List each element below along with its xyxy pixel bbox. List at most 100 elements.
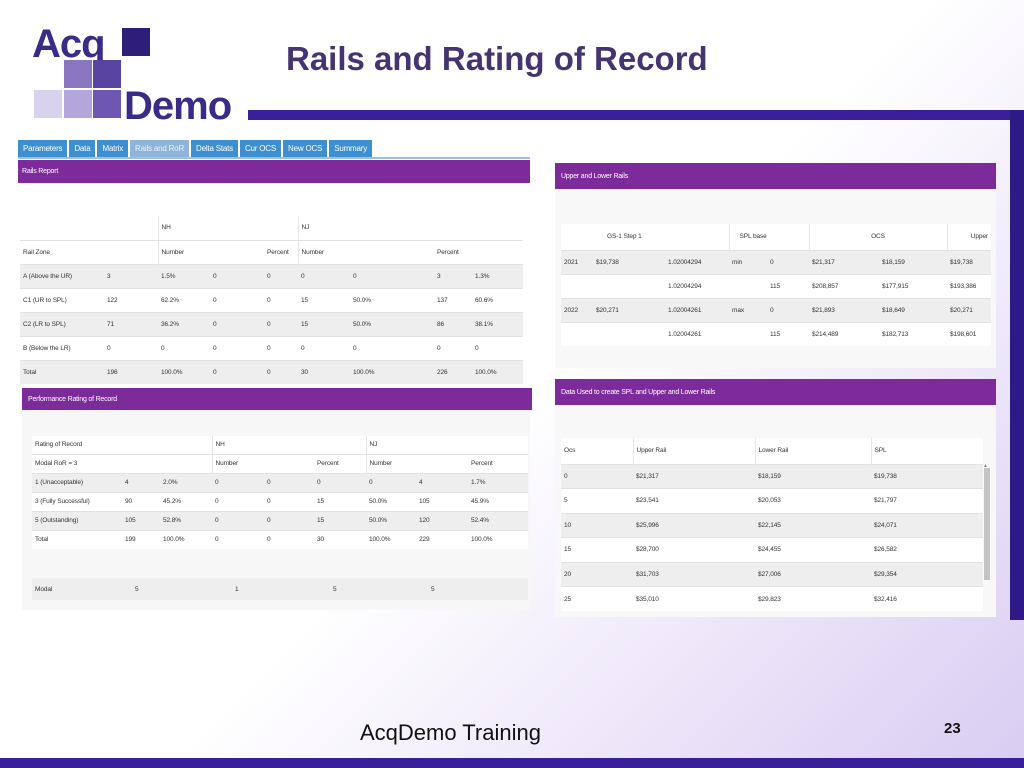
- table-cell: 5: [431, 585, 435, 593]
- tab-bar: Parameters Data Matrix Rails and RoR Del…: [18, 140, 374, 158]
- table-row: 2022 $20,271 1.02004261 max 0 $21,893 $18,649 $…: [561, 297, 991, 322]
- table-cell: max: [729, 297, 767, 322]
- table-cell: 30: [298, 359, 350, 384]
- title-divider: [248, 110, 1024, 120]
- group-nh: NH: [211, 436, 366, 454]
- table-cell: 0: [210, 263, 264, 288]
- logo-square: [34, 90, 62, 118]
- logo-square: [64, 90, 92, 118]
- tab-delta-stats[interactable]: Delta Stats: [191, 140, 238, 158]
- table-row: 5 (Outstanding) 105 52.8% 0 0 15 50.0% 120 52.4%: [32, 510, 528, 530]
- rails-report-table: NH NJ Rail Zone Number Percent Number Pe…: [20, 216, 523, 384]
- upper-lower-header: Upper and Lower Rails: [555, 163, 996, 189]
- table-cell: 100.0%: [472, 359, 523, 384]
- table-cell: $25,996: [633, 512, 755, 538]
- table-cell: 1.5%: [158, 263, 210, 288]
- table-cell: Modal: [35, 585, 53, 593]
- table-cell: 3 (Fully Successful): [32, 491, 122, 511]
- col-spl-base: SPL base: [728, 224, 809, 250]
- table-cell: 1.7%: [468, 472, 528, 492]
- col-lower-rail: Lower Rail: [754, 438, 871, 464]
- table-cell: 0: [767, 249, 809, 274]
- tab-matrix[interactable]: Matrix: [97, 140, 129, 158]
- table-cell: 0: [350, 263, 434, 288]
- group-nh: NH: [157, 216, 298, 240]
- table-cell: $182,713: [879, 321, 947, 346]
- table-cell: 0: [210, 287, 264, 312]
- table-cell: 0: [212, 529, 264, 549]
- tab-cur-ocs[interactable]: Cur OCS: [239, 140, 282, 158]
- table-cell: 3: [104, 263, 158, 288]
- table-cell: [20, 216, 104, 240]
- table-cell: 50.0%: [350, 311, 434, 336]
- table-cell: $31,703: [633, 561, 755, 587]
- table-cell: [561, 321, 593, 346]
- table-cell: $21,317: [633, 463, 755, 489]
- table-cell: $32,416: [871, 586, 983, 611]
- table-row: Total 196 100.0% 0 0 30 100.0% 226 100.0%: [20, 359, 523, 384]
- scroll-up-icon[interactable]: ▲: [983, 463, 988, 469]
- table-row: 15 $28,700 $24,455 $26,582: [561, 537, 983, 562]
- table-cell: 115: [767, 321, 809, 346]
- table-cell: 20: [561, 561, 633, 587]
- table-cell: $29,823: [755, 586, 871, 611]
- table-cell: 1.02004261: [665, 321, 729, 346]
- table-cell: 0: [366, 472, 416, 492]
- table-row: 25 $35,010 $29,823 $32,416: [561, 586, 983, 611]
- logo-square: [64, 60, 92, 88]
- table-cell: 0: [210, 359, 264, 384]
- group-nj: NJ: [365, 436, 528, 454]
- table-cell: $19,738: [947, 249, 991, 274]
- table-cell: 1.3%: [472, 263, 523, 288]
- table-cell: min: [729, 249, 767, 274]
- table-cell: 15: [298, 311, 350, 336]
- table-cell: 0: [264, 491, 314, 511]
- table-cell: 1 (Unacceptable): [32, 472, 122, 492]
- tab-summary[interactable]: Summary: [329, 140, 373, 158]
- table-cell: $22,145: [755, 512, 871, 538]
- modal-table: Modal 5 1 5 5: [32, 578, 528, 600]
- col-gs1-step1: GS-1 Step 1: [607, 233, 642, 241]
- table-cell: 226: [434, 359, 472, 384]
- table-cell: 2022: [561, 297, 593, 322]
- right-accent-bar: [1010, 110, 1024, 620]
- table-cell: 36.2%: [158, 311, 210, 336]
- table-cell: $198,601: [947, 321, 991, 346]
- table-cell: 100.0%: [160, 529, 212, 549]
- table-cell: 2.0%: [160, 472, 212, 492]
- table-cell: [729, 321, 767, 346]
- col-percent: Percent: [264, 239, 298, 264]
- table-row: 1 (Unacceptable) 4 2.0% 0 0 0 0 4 1.7%: [32, 472, 528, 492]
- table-cell: 0: [264, 287, 298, 312]
- table-cell: 50.0%: [366, 491, 416, 511]
- table-cell: 0: [561, 463, 633, 489]
- table-cell: 0: [212, 510, 264, 530]
- table-cell: 0: [158, 335, 210, 360]
- table-cell: 4: [416, 472, 468, 492]
- table-cell: 0: [264, 510, 314, 530]
- table-cell: 5 (Outstanding): [32, 510, 122, 530]
- table-cell: Number: [365, 453, 468, 473]
- tab-new-ocs[interactable]: New OCS: [283, 140, 328, 158]
- vertical-scrollbar[interactable]: [984, 468, 990, 580]
- table-cell: 0: [264, 311, 298, 336]
- table-cell: C2 (LR to SPL): [20, 311, 104, 336]
- table-cell: $21,797: [871, 488, 983, 513]
- table-cell: 100.0%: [158, 359, 210, 384]
- modal-row: Modal 5 1 5 5: [32, 578, 528, 600]
- table-cell: $20,271: [947, 297, 991, 322]
- table-cell: 15: [314, 510, 366, 530]
- table-cell: 52.8%: [160, 510, 212, 530]
- table-cell: 120: [416, 510, 468, 530]
- tab-parameters[interactable]: Parameters: [18, 140, 68, 158]
- logo-acq-text: Acq: [32, 22, 106, 66]
- table-cell: 122: [104, 287, 158, 312]
- table-cell: $18,159: [879, 249, 947, 274]
- tab-strip: [18, 157, 530, 159]
- table-cell: 1.02004294: [665, 249, 729, 274]
- tab-data[interactable]: Data: [69, 140, 96, 158]
- tab-rails-and-ror[interactable]: Rails and RoR: [130, 140, 190, 158]
- table-cell: 2021: [561, 249, 593, 274]
- table-row: A (Above the UR) 3 1.5% 0 0 0 0 3 1.3%: [20, 263, 523, 288]
- table-cell: 71: [104, 311, 158, 336]
